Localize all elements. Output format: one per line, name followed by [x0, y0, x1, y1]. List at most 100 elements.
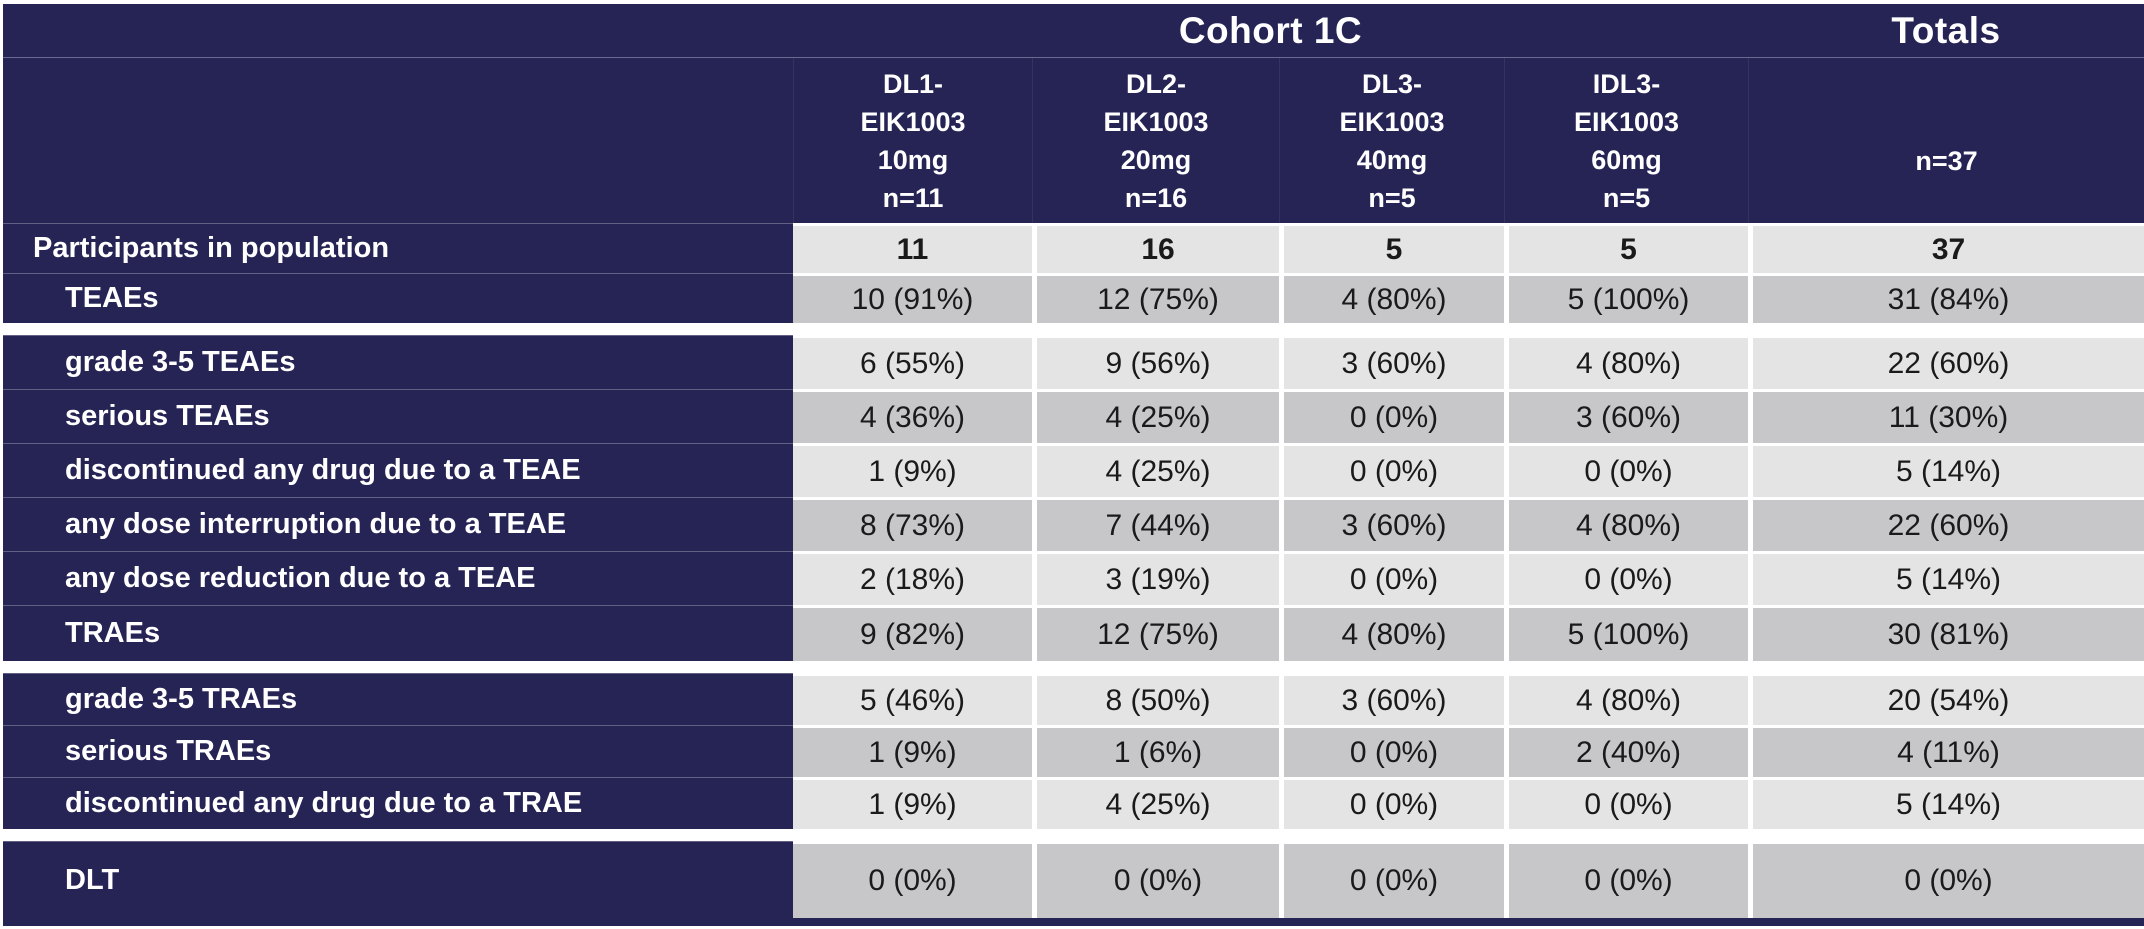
column-header-totals: n=37: [1748, 58, 2144, 223]
row-label: serious TRAEs: [3, 725, 793, 777]
data-cell: 11 (30%): [1748, 389, 2144, 443]
data-cell: 1 (9%): [793, 725, 1032, 777]
table-row-dose-reduction-teae: any dose reduction due to a TEAE 2 (18%)…: [3, 551, 2144, 605]
data-cell: 4 (36%): [793, 389, 1032, 443]
table-row-teaes: TEAEs 10 (91%) 12 (75%) 4 (80%) 5 (100%)…: [3, 273, 2144, 323]
data-cell: 0 (0%): [1504, 443, 1748, 497]
table-row-dose-interruption-teae: any dose interruption due to a TEAE 8 (7…: [3, 497, 2144, 551]
data-cell: 5 (14%): [1748, 443, 2144, 497]
column-header-text: IDL3- EIK1003 60mg n=5: [1573, 68, 1680, 213]
group-separator: [3, 661, 2144, 673]
row-label: grade 3-5 TEAEs: [3, 335, 793, 389]
data-cell: 3 (60%): [1504, 389, 1748, 443]
table-row-serious-traes: serious TRAEs 1 (9%) 1 (6%) 0 (0%) 2 (40…: [3, 725, 2144, 777]
data-cell: 0 (0%): [1504, 551, 1748, 605]
data-cell: 37: [1748, 223, 2144, 273]
data-cell: 4 (80%): [1279, 273, 1504, 323]
row-label: discontinued any drug due to a TRAE: [3, 777, 793, 829]
data-cell: 5: [1279, 223, 1504, 273]
row-label: any dose reduction due to a TEAE: [3, 551, 793, 605]
column-header-text: DL2- EIK1003 20mg n=16: [1103, 68, 1209, 213]
data-cell: 5 (14%): [1748, 551, 2144, 605]
data-cell: 4 (80%): [1504, 497, 1748, 551]
data-cell: 0 (0%): [1279, 777, 1504, 829]
table-row-grade35-traes: grade 3-5 TRAEs 5 (46%) 8 (50%) 3 (60%) …: [3, 673, 2144, 725]
data-cell: 2 (18%): [793, 551, 1032, 605]
row-label: Participants in population: [3, 223, 793, 273]
table-row-dlt: DLT 0 (0%) 0 (0%) 0 (0%) 0 (0%) 0 (0%): [3, 841, 2144, 918]
row-label-header-cell: [3, 58, 793, 223]
data-cell: 0 (0%): [1279, 389, 1504, 443]
table-title-band: Cohort 1C Totals: [3, 4, 2144, 58]
data-cell: 0 (0%): [793, 841, 1032, 918]
data-cell: 30 (81%): [1748, 605, 2144, 661]
data-cell: 5: [1504, 223, 1748, 273]
safety-summary-table: Cohort 1C Totals DL1- EIK1003 10mg n=11 …: [3, 4, 2144, 926]
data-cell: 3 (19%): [1032, 551, 1279, 605]
table-row-participants: Participants in population 11 16 5 5 37: [3, 223, 2144, 273]
data-cell: 5 (100%): [1504, 273, 1748, 323]
data-cell: 22 (60%): [1748, 335, 2144, 389]
row-label: serious TEAEs: [3, 389, 793, 443]
data-cell: 9 (82%): [793, 605, 1032, 661]
data-cell: 4 (80%): [1504, 335, 1748, 389]
table-bottom-border: [3, 918, 2144, 926]
data-cell: 10 (91%): [793, 273, 1032, 323]
data-cell: 3 (60%): [1279, 673, 1504, 725]
data-cell: 4 (11%): [1748, 725, 2144, 777]
row-label: discontinued any drug due to a TEAE: [3, 443, 793, 497]
cohort-title: Cohort 1C: [1178, 9, 1363, 51]
group-separator: [3, 829, 2144, 841]
data-cell: 0 (0%): [1279, 841, 1504, 918]
data-cell: 5 (100%): [1504, 605, 1748, 661]
column-header-text: DL3- EIK1003 40mg n=5: [1339, 68, 1445, 213]
table-row-serious-teaes: serious TEAEs 4 (36%) 4 (25%) 0 (0%) 3 (…: [3, 389, 2144, 443]
column-header-dl1: DL1- EIK1003 10mg n=11: [793, 58, 1032, 223]
data-cell: 7 (44%): [1032, 497, 1279, 551]
column-header-dl2: DL2- EIK1003 20mg n=16: [1032, 58, 1279, 223]
data-cell: 16: [1032, 223, 1279, 273]
row-label: TEAEs: [3, 273, 793, 323]
table-row-discontinued-trae: discontinued any drug due to a TRAE 1 (9…: [3, 777, 2144, 829]
data-cell: 1 (9%): [793, 443, 1032, 497]
row-label: any dose interruption due to a TEAE: [3, 497, 793, 551]
totals-title-cell: Totals: [1748, 4, 2144, 57]
data-cell: 0 (0%): [1279, 725, 1504, 777]
table-row-grade35-teaes: grade 3-5 TEAEs 6 (55%) 9 (56%) 3 (60%) …: [3, 335, 2144, 389]
table-row-discontinued-teae: discontinued any drug due to a TEAE 1 (9…: [3, 443, 2144, 497]
column-header-row: DL1- EIK1003 10mg n=11 DL2- EIK1003 20mg…: [3, 58, 2144, 223]
data-cell: 3 (60%): [1279, 335, 1504, 389]
data-cell: 0 (0%): [1032, 841, 1279, 918]
data-cell: 4 (25%): [1032, 777, 1279, 829]
title-band-spacer: [3, 4, 793, 57]
data-cell: 4 (25%): [1032, 389, 1279, 443]
data-cell: 6 (55%): [793, 335, 1032, 389]
data-cell: 8 (73%): [793, 497, 1032, 551]
data-cell: 5 (46%): [793, 673, 1032, 725]
data-cell: 1 (9%): [793, 777, 1032, 829]
group-separator: [3, 323, 2144, 335]
data-cell: 4 (80%): [1279, 605, 1504, 661]
data-cell: 0 (0%): [1504, 841, 1748, 918]
data-cell: 12 (75%): [1032, 605, 1279, 661]
cohort-title-cell: Cohort 1C: [793, 4, 1748, 57]
column-header-text: DL1- EIK1003 10mg n=11: [860, 68, 966, 213]
data-cell: 0 (0%): [1279, 443, 1504, 497]
data-cell: 12 (75%): [1032, 273, 1279, 323]
column-header-dl3: DL3- EIK1003 40mg n=5: [1279, 58, 1504, 223]
column-header-idl3: IDL3- EIK1003 60mg n=5: [1504, 58, 1748, 223]
data-cell: 0 (0%): [1748, 841, 2144, 918]
row-label: DLT: [3, 841, 793, 918]
row-label: TRAEs: [3, 605, 793, 661]
data-cell: 5 (14%): [1748, 777, 2144, 829]
row-label: grade 3-5 TRAEs: [3, 673, 793, 725]
data-cell: 31 (84%): [1748, 273, 2144, 323]
data-cell: 0 (0%): [1279, 551, 1504, 605]
data-cell: 2 (40%): [1504, 725, 1748, 777]
data-cell: 1 (6%): [1032, 725, 1279, 777]
data-cell: 4 (25%): [1032, 443, 1279, 497]
data-cell: 8 (50%): [1032, 673, 1279, 725]
data-cell: 4 (80%): [1504, 673, 1748, 725]
table-row-traes: TRAEs 9 (82%) 12 (75%) 4 (80%) 5 (100%) …: [3, 605, 2144, 661]
data-cell: 3 (60%): [1279, 497, 1504, 551]
